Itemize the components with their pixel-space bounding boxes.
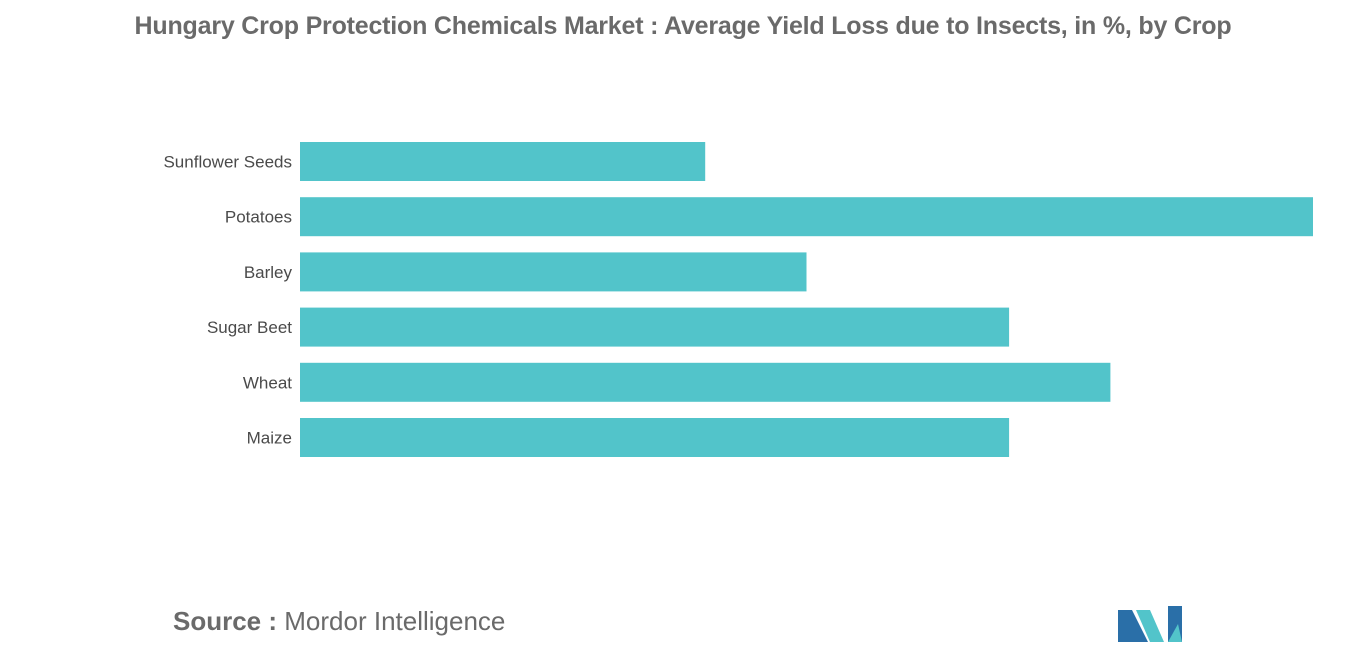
bar-sugar-beet xyxy=(300,307,1010,347)
category-label-wheat: Wheat xyxy=(243,373,292,392)
source-name: Mordor Intelligence xyxy=(284,606,506,636)
bar-maize xyxy=(300,418,1010,457)
category-label-potatoes: Potatoes xyxy=(225,208,292,227)
category-label-sugar-beet: Sugar Beet xyxy=(207,318,292,337)
bar-wheat xyxy=(300,362,1111,402)
bar-potatoes xyxy=(300,197,1313,237)
category-label-barley: Barley xyxy=(244,263,293,282)
category-label-sunflower-seeds: Sunflower Seeds xyxy=(163,153,292,172)
bar-barley xyxy=(300,252,807,292)
chart-title: Hungary Crop Protection Chemicals Market… xyxy=(134,12,1232,40)
source-note: Source : Mordor Intelligence xyxy=(173,606,505,637)
source-label: Source : xyxy=(173,606,278,636)
mordor-intelligence-logo-icon xyxy=(1118,606,1182,642)
category-label-maize: Maize xyxy=(247,429,292,448)
bar-sunflower-seeds xyxy=(300,142,706,181)
